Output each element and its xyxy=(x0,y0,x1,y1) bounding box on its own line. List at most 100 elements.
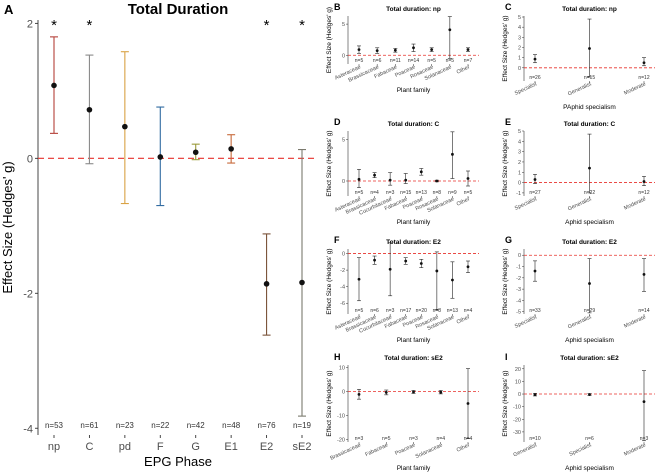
y-tick-label: -3 xyxy=(516,287,521,293)
effect-size-point xyxy=(451,278,454,282)
panel-c: C Total duration: np 0 1 2 3 4 5 Effect Size (He… xyxy=(502,2,655,111)
y-tick-label: -4 xyxy=(516,298,521,304)
effect-size-point xyxy=(86,106,93,113)
effect-size-point xyxy=(404,259,408,263)
effect-size-point xyxy=(533,178,537,181)
panel-letter: C xyxy=(505,2,512,12)
y-tick-label: 1 xyxy=(518,170,521,176)
x-axis-title: Plant family xyxy=(397,87,431,94)
x-axis-title: Aphid specialism xyxy=(565,337,614,344)
sample-count-label: n=3 xyxy=(409,436,418,442)
x-tick-label: Poaceae xyxy=(394,442,416,457)
sample-count-label: n=8 xyxy=(433,308,442,314)
effect-size-point xyxy=(435,179,439,183)
sample-count-label: n=12 xyxy=(638,75,649,81)
effect-size-point xyxy=(466,48,470,52)
effect-size-point xyxy=(439,390,443,394)
effect-size-point xyxy=(533,57,537,61)
x-tick-label: Other xyxy=(456,196,471,207)
y-axis-title: Effect Size (Hedges' g) xyxy=(0,161,15,293)
sample-count-label: n=4 xyxy=(437,436,446,442)
effect-size-point xyxy=(533,269,537,273)
effect-size-point xyxy=(393,48,397,52)
y-tick-label: 2 xyxy=(518,45,521,51)
x-axis-title: Plant family xyxy=(397,337,431,344)
sample-count-label: n=27 xyxy=(529,190,540,196)
panel-a: A Total Duration -4 -2 0 2 Effect Size (Hedges… xyxy=(0,1,318,469)
chart-title: Total duration: np xyxy=(562,6,617,13)
x-tick-label: Generalist xyxy=(567,81,593,97)
y-tick-label: 5 xyxy=(518,129,521,135)
significance-marker: * xyxy=(299,17,305,34)
sample-count-label: n=13 xyxy=(416,190,427,196)
x-tick-label: sE2 xyxy=(293,441,312,453)
x-axis-title: PAphid specialism xyxy=(563,104,616,111)
x-tick-label: Specialist xyxy=(514,196,538,212)
effect-size-point xyxy=(588,166,591,170)
y-tick-label: 0 xyxy=(518,392,521,398)
sample-count-label: n=3 xyxy=(386,308,395,314)
x-axis-title: Plant family xyxy=(397,219,431,226)
sample-count-label: n=13 xyxy=(447,308,458,314)
effect-size-point xyxy=(419,262,423,265)
effect-size-point xyxy=(451,152,454,156)
y-tick-label: 5 xyxy=(342,137,345,143)
sample-count-label: n=5 xyxy=(355,190,364,196)
panel-letter: G xyxy=(505,235,512,245)
x-tick-label: Moderate xyxy=(623,81,647,96)
sample-count-label: n=53 xyxy=(45,421,64,430)
sample-count-label: n=10 xyxy=(529,436,540,442)
effect-size-point xyxy=(466,402,470,405)
y-tick-label: 10 xyxy=(339,365,345,371)
significance-marker: * xyxy=(264,17,270,34)
y-axis-title: Effect Size (Hedges' g) xyxy=(502,15,509,81)
panel-letter: H xyxy=(334,352,341,362)
sample-count-label: n=17 xyxy=(400,308,411,314)
significance-marker: * xyxy=(51,17,57,34)
sample-count-label: n=8 xyxy=(433,190,442,196)
chart-title: Total duration: sE2 xyxy=(384,355,443,362)
panel-letter: A xyxy=(4,2,14,17)
sample-count-label: n=61 xyxy=(80,421,99,430)
sample-count-label: n=33 xyxy=(529,308,540,314)
y-axis-title: Effect Size (Hedges' g) xyxy=(326,248,333,314)
x-tick-label: Moderate xyxy=(623,442,647,457)
sample-count-label: n=26 xyxy=(529,75,540,81)
effect-size-point xyxy=(588,393,591,396)
sample-count-label: n=20 xyxy=(416,308,427,314)
chart-title: Total duration: sE2 xyxy=(560,355,619,362)
effect-size-point xyxy=(357,177,361,181)
sample-count-label: n=19 xyxy=(293,421,312,430)
y-tick-label: -10 xyxy=(337,414,345,420)
y-tick-label: 0 xyxy=(342,179,345,185)
y-tick-label: 0 xyxy=(342,252,345,258)
sample-count-label: n=5 xyxy=(464,190,473,196)
x-tick-label: C xyxy=(85,441,93,453)
effect-size-point xyxy=(263,281,270,287)
sample-count-label: n=14 xyxy=(638,308,649,314)
effect-size-point xyxy=(430,48,434,52)
effect-size-point xyxy=(588,47,591,50)
sample-count-label: n=5 xyxy=(355,58,364,64)
sample-count-label: n=3 xyxy=(640,436,649,442)
y-axis-title: Effect Size (Hedges' g) xyxy=(326,7,333,73)
effect-size-point xyxy=(412,46,415,50)
sample-count-label: n=4 xyxy=(370,190,379,196)
x-axis-title: Aphid specialism xyxy=(565,465,614,472)
sample-count-label: n=15 xyxy=(400,190,411,196)
y-axis-title: Effect Size (Hedges' g) xyxy=(502,370,509,436)
sample-count-label: n=12 xyxy=(638,190,649,196)
effect-size-point xyxy=(357,48,361,52)
y-tick-label: -30 xyxy=(513,430,521,436)
panel-d: D Total duration: C 0 5 Effect Size (Hedges'… xyxy=(326,117,479,226)
sample-count-label: n=76 xyxy=(258,421,277,430)
effect-size-point xyxy=(384,391,388,394)
effect-size-point xyxy=(404,178,408,182)
x-axis-title: Plant family xyxy=(397,465,431,472)
sample-count-label: n=3 xyxy=(355,436,364,442)
panel-h: H Total duration: sE2 -20 -10 0 10 Effect Size… xyxy=(326,352,479,472)
effect-size-point xyxy=(357,277,361,281)
chart-title: Total duration: E2 xyxy=(562,239,617,246)
y-tick-label: -5 xyxy=(516,310,521,316)
